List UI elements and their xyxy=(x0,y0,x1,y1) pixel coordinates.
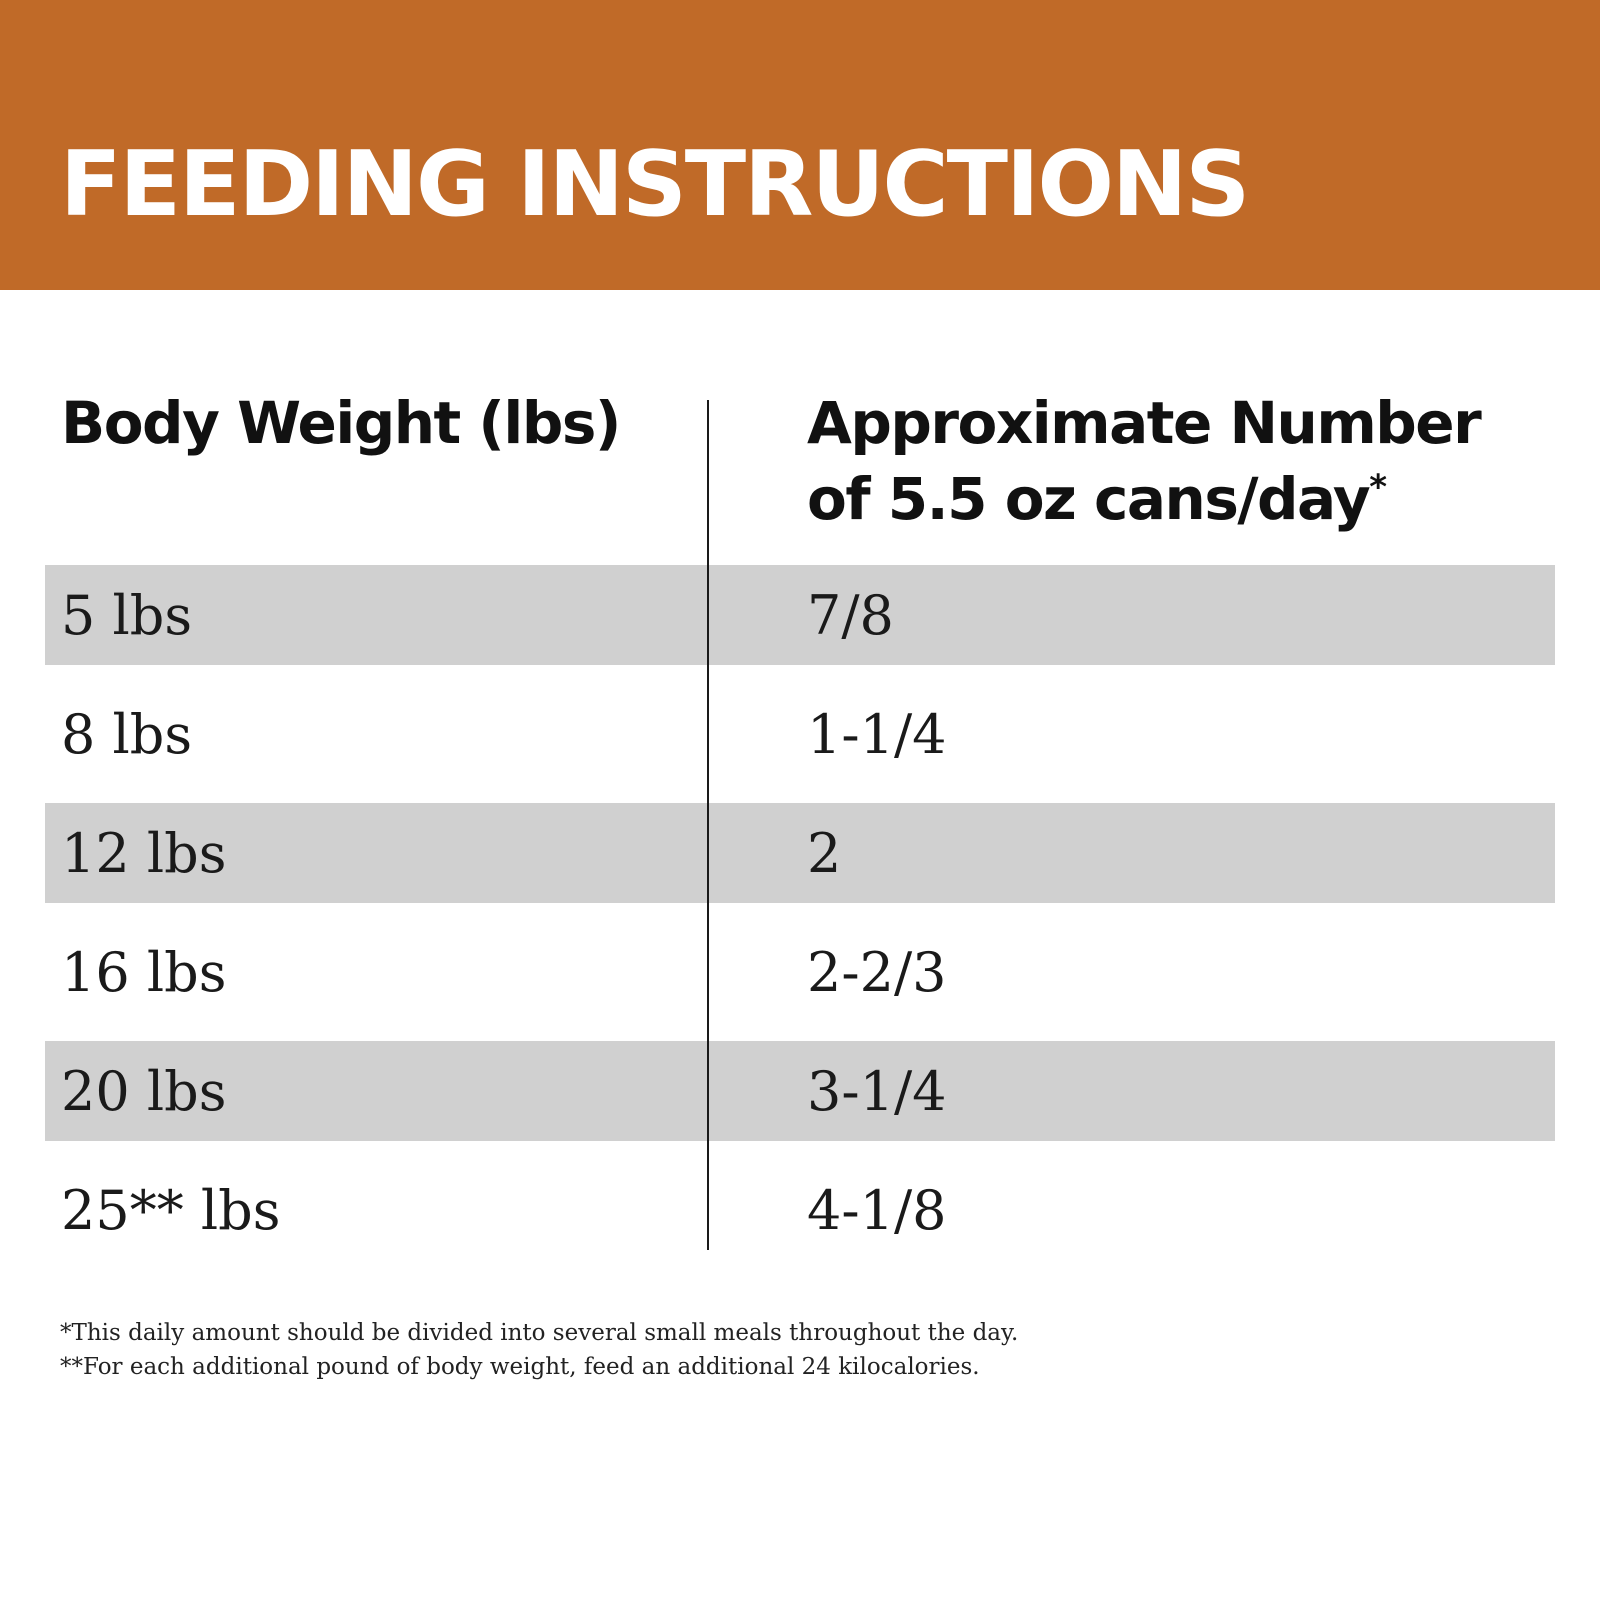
title-banner: FEEDING INSTRUCTIONS xyxy=(0,0,1600,290)
table-row: 16 lbs 2-2/3 xyxy=(45,903,1555,1041)
header-footnote-marker: * xyxy=(1369,467,1387,508)
header-body-weight: Body Weight (lbs) xyxy=(61,385,681,461)
header-cans-line-1: Approximate Number xyxy=(807,389,1482,457)
table-row: 8 lbs 1-1/4 xyxy=(45,665,1555,803)
header-body-weight-label: Body Weight (lbs) xyxy=(61,389,621,457)
table-row: 5 lbs 7/8 xyxy=(45,565,1555,665)
cans-cell: 2-2/3 xyxy=(807,940,947,1004)
table-row: 25** lbs 4-1/8 xyxy=(45,1141,1555,1279)
weight-cell: 12 lbs xyxy=(61,821,227,885)
footnote-additional-weight: **For each additional pound of body weig… xyxy=(60,1354,980,1380)
table-row: 12 lbs 2 xyxy=(45,803,1555,903)
cans-cell: 4-1/8 xyxy=(807,1178,947,1242)
cans-cell: 3-1/4 xyxy=(807,1059,947,1123)
table-row: 20 lbs 3-1/4 xyxy=(45,1041,1555,1141)
weight-cell: 5 lbs xyxy=(61,583,193,647)
footnote-meals: *This daily amount should be divided int… xyxy=(60,1320,1019,1346)
table-header-row: Body Weight (lbs) Approximate Number of … xyxy=(45,385,1555,565)
cans-cell: 7/8 xyxy=(807,583,894,647)
cans-cell: 1-1/4 xyxy=(807,702,947,766)
column-divider xyxy=(707,400,709,1250)
header-cans-per-day: Approximate Number of 5.5 oz cans/day* xyxy=(807,385,1547,537)
cans-cell: 2 xyxy=(807,821,842,885)
weight-cell: 16 lbs xyxy=(61,940,227,1004)
footnotes: *This daily amount should be divided int… xyxy=(60,1316,1018,1384)
page-title: FEEDING INSTRUCTIONS xyxy=(60,132,1250,237)
weight-cell: 8 lbs xyxy=(61,702,193,766)
weight-cell: 25** lbs xyxy=(61,1178,281,1242)
header-cans-line-2: of 5.5 oz cans/day xyxy=(807,465,1371,533)
feeding-table: Body Weight (lbs) Approximate Number of … xyxy=(45,385,1555,1279)
weight-cell: 20 lbs xyxy=(61,1059,227,1123)
